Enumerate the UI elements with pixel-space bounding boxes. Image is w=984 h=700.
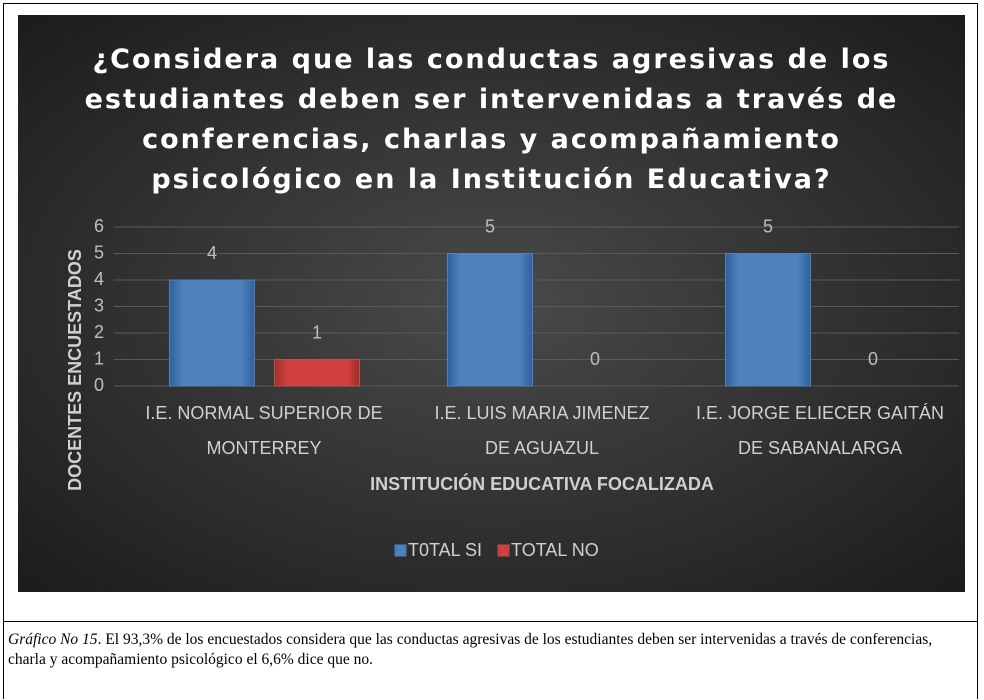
x-tick-label: I.E. JORGE ELIECER GAITÁN DE SABANALARGA xyxy=(695,403,945,458)
y-tick-label: 0 xyxy=(94,375,104,395)
document-frame xyxy=(3,3,978,699)
data-label: 0 xyxy=(868,349,878,369)
bar xyxy=(447,253,533,387)
legend-label: TOTAL NO xyxy=(511,540,599,560)
data-label: 4 xyxy=(207,243,217,263)
x-tick-label: I.E. NORMAL SUPERIOR DE MONTERREY xyxy=(145,403,383,458)
separator xyxy=(3,621,978,622)
caption: Gráfico No 15. El 93,3% de los encuestad… xyxy=(8,630,968,670)
y-tick-label: 1 xyxy=(94,348,104,368)
x-tick-label: I.E. LUIS MARIA JIMENEZ DE AGUAZUL xyxy=(434,403,650,458)
legend-swatch xyxy=(497,544,510,557)
x-axis-title: INSTITUCIÓN EDUCATIVA FOCALIZADA xyxy=(370,474,714,494)
data-label: 0 xyxy=(590,349,600,369)
data-label: 5 xyxy=(485,216,495,236)
y-axis-title: DOCENTES ENCUESTADOS xyxy=(65,249,85,491)
legend-label: T0TAL SI xyxy=(408,540,482,560)
caption-label: Gráfico No 15 xyxy=(8,631,98,648)
chart-title: ¿Considera que las conductas agresivas d… xyxy=(84,44,899,195)
y-tick-label: 2 xyxy=(94,322,104,342)
data-label: 1 xyxy=(312,322,322,342)
bar xyxy=(725,253,811,387)
bar xyxy=(274,359,360,387)
data-label: 5 xyxy=(763,216,773,236)
caption-text: . El 93,3% de los encuestados considera … xyxy=(8,631,933,668)
y-tick-label: 3 xyxy=(94,295,104,315)
legend-swatch xyxy=(394,544,407,557)
y-tick-label: 4 xyxy=(94,269,104,289)
bar xyxy=(169,279,255,387)
chart: DOCENTES ENCUESTADOS 0 1 2 3 4 5 6 4 1 5 0 5 0 T0TAL … xyxy=(18,15,965,592)
y-tick-label: 5 xyxy=(94,242,104,262)
y-tick-label: 6 xyxy=(94,216,104,236)
